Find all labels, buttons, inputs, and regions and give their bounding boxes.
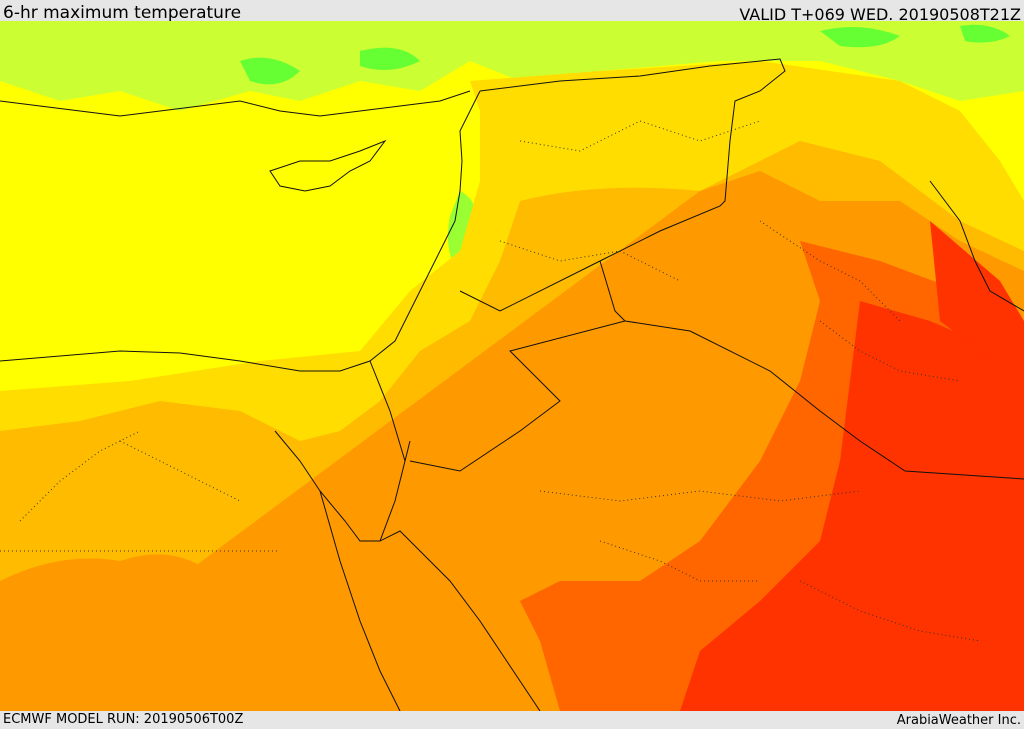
province-boundaries xyxy=(0,120,981,642)
cyprus-outline xyxy=(269,139,387,192)
persian-gulf-coast xyxy=(929,180,1024,312)
orange-west xyxy=(0,554,280,711)
gulf-of-aqaba xyxy=(379,440,411,542)
red-east xyxy=(930,221,1024,371)
map-title: 6-hr maximum temperature xyxy=(3,3,242,23)
north-green-patches xyxy=(240,24,1010,85)
levant-coastline xyxy=(0,90,481,372)
red-sea-west-coast xyxy=(319,490,401,711)
jordan-border xyxy=(409,260,626,472)
red-region xyxy=(680,301,1024,711)
valid-time: VALID T+069 WED. 20190508T21Z xyxy=(739,5,1021,24)
iraq-saudi-border xyxy=(624,320,1024,480)
egypt-israel-border xyxy=(369,360,406,462)
turkey-coastline xyxy=(0,90,471,117)
model-run-label: ECMWF MODEL RUN: 20190506T00Z xyxy=(3,712,244,727)
red-sea-east-coast xyxy=(379,530,541,711)
credit-label: ArabiaWeather Inc. xyxy=(896,713,1021,728)
footer-bar: ECMWF MODEL RUN: 20190506T00Z ArabiaWeat… xyxy=(0,711,1024,729)
header-bar: 6-hr maximum temperature VALID T+069 WED… xyxy=(0,0,1024,24)
north-lime-band xyxy=(0,21,1024,111)
temperature-map[interactable] xyxy=(0,21,1024,711)
map-canvas xyxy=(0,21,1024,711)
gulf-of-suez-coast xyxy=(274,430,380,542)
